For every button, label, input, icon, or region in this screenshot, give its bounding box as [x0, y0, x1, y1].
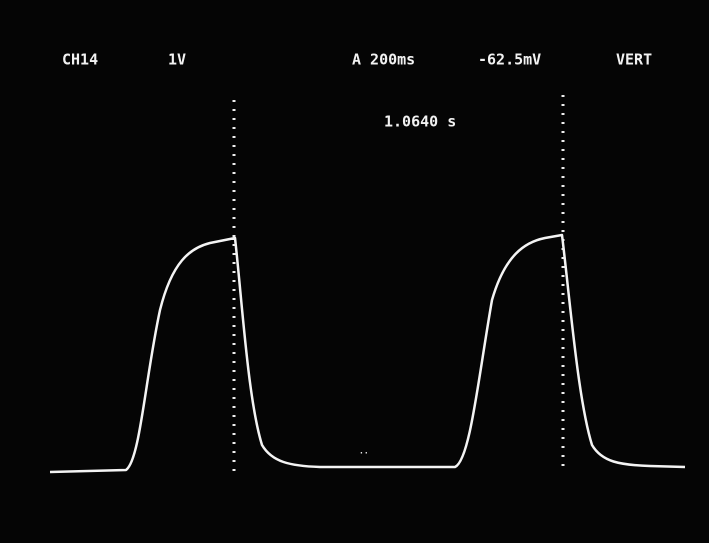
channel-label: CH14 — [62, 51, 98, 69]
cursor-readout: 1.0640 s — [384, 113, 456, 131]
trigger-level-label: -62.5mV — [478, 51, 541, 69]
waveform-trace — [49, 233, 686, 474]
marker: ·· — [359, 449, 369, 458]
timebase-label: A 200ms — [352, 51, 415, 69]
scale-label: 1V — [168, 51, 186, 69]
trigger-mode-label: VERT — [616, 51, 652, 69]
